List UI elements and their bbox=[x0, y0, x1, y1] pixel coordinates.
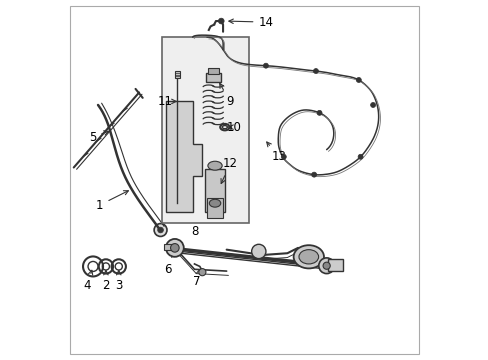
Circle shape bbox=[198, 269, 205, 276]
Text: 13: 13 bbox=[266, 142, 286, 163]
Bar bbox=[175, 71, 180, 78]
Circle shape bbox=[311, 172, 316, 177]
Circle shape bbox=[318, 258, 334, 274]
Text: 11: 11 bbox=[157, 95, 176, 108]
Circle shape bbox=[251, 244, 265, 258]
Circle shape bbox=[218, 18, 224, 24]
Bar bbox=[206, 73, 220, 82]
Circle shape bbox=[356, 77, 361, 82]
Ellipse shape bbox=[298, 249, 318, 264]
Bar bbox=[164, 244, 175, 249]
Text: 2: 2 bbox=[102, 270, 109, 292]
Text: 7: 7 bbox=[192, 270, 200, 288]
Bar bbox=[207, 68, 219, 73]
Text: 14: 14 bbox=[228, 15, 273, 28]
Circle shape bbox=[170, 244, 179, 252]
Circle shape bbox=[263, 63, 268, 68]
Circle shape bbox=[281, 154, 285, 159]
Circle shape bbox=[370, 103, 375, 108]
Bar bbox=[206, 198, 223, 217]
Text: 9: 9 bbox=[219, 84, 233, 108]
Text: 12: 12 bbox=[221, 157, 237, 184]
Text: 3: 3 bbox=[115, 270, 122, 292]
Circle shape bbox=[316, 111, 322, 115]
Text: 1: 1 bbox=[96, 191, 128, 212]
Text: 6: 6 bbox=[163, 252, 174, 276]
Circle shape bbox=[323, 262, 329, 269]
Bar bbox=[328, 258, 342, 271]
Ellipse shape bbox=[209, 199, 220, 207]
Circle shape bbox=[165, 239, 183, 257]
Bar bbox=[162, 37, 248, 223]
Text: 10: 10 bbox=[226, 121, 242, 134]
Circle shape bbox=[154, 224, 166, 237]
Bar bbox=[205, 169, 224, 212]
Text: 8: 8 bbox=[191, 225, 199, 238]
Text: 5: 5 bbox=[89, 131, 108, 144]
Circle shape bbox=[157, 227, 163, 233]
Ellipse shape bbox=[293, 245, 324, 269]
Ellipse shape bbox=[207, 161, 222, 170]
Text: 4: 4 bbox=[83, 270, 93, 292]
Polygon shape bbox=[165, 102, 201, 212]
Circle shape bbox=[313, 68, 318, 73]
Circle shape bbox=[357, 154, 363, 159]
